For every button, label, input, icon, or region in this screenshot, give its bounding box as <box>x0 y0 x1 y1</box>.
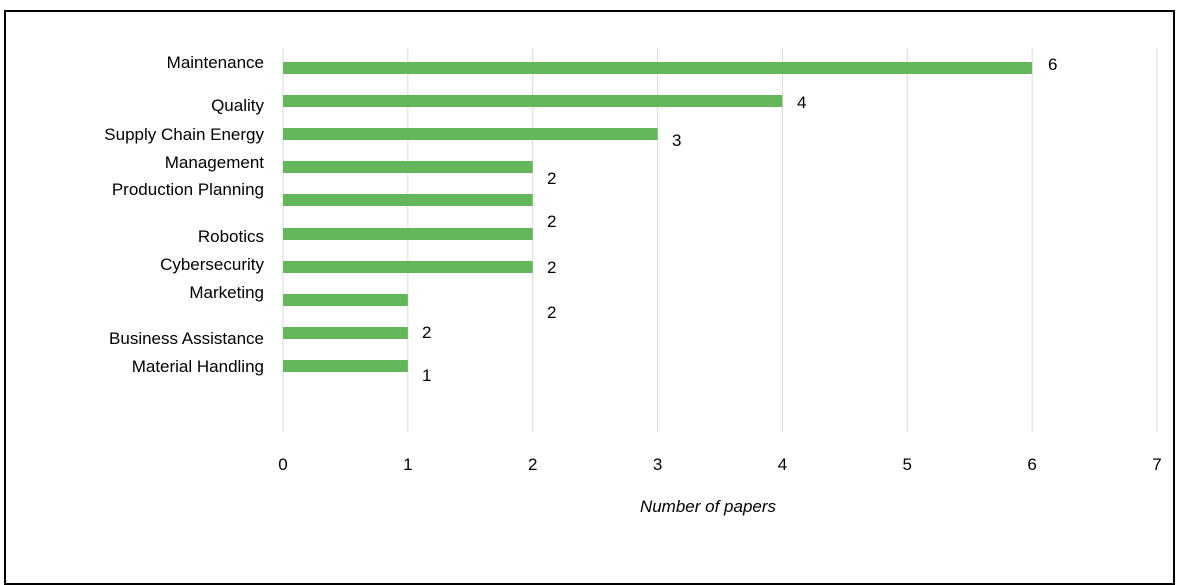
data-label: 3 <box>672 131 681 150</box>
category-label: Cybersecurity <box>160 255 264 274</box>
bar <box>283 228 533 240</box>
x-tick-label: 7 <box>1152 455 1161 474</box>
data-labels: 6 4 3 2 2 2 2 2 1 <box>422 55 1057 385</box>
bar <box>283 95 783 107</box>
category-label: Robotics <box>198 227 264 246</box>
data-label: 2 <box>422 323 431 342</box>
category-label: Management <box>165 153 265 172</box>
data-label: 2 <box>547 258 556 277</box>
category-label: Marketing <box>189 283 264 302</box>
x-axis-title: Number of papers <box>640 497 777 516</box>
bars <box>283 62 1033 372</box>
x-tick-labels: 0 1 2 3 4 5 6 7 <box>278 455 1161 474</box>
x-tick-label: 1 <box>403 455 412 474</box>
data-label: 2 <box>547 169 556 188</box>
bar <box>283 161 533 173</box>
x-tick-label: 3 <box>653 455 662 474</box>
category-label: Maintenance <box>167 53 264 72</box>
category-label: Quality <box>211 96 264 115</box>
category-label: Production Planning <box>112 180 264 199</box>
category-label: Business Assistance <box>109 329 264 348</box>
data-label: 2 <box>547 303 556 322</box>
category-labels: Maintenance Quality Supply Chain Energy Man… <box>104 53 264 376</box>
bar <box>283 261 533 273</box>
bar <box>283 62 1033 74</box>
bar <box>283 360 408 372</box>
x-tick-label: 5 <box>903 455 912 474</box>
x-tick-label: 6 <box>1027 455 1036 474</box>
category-label: Supply Chain Energy <box>104 125 264 144</box>
bar <box>283 128 658 140</box>
data-label: 2 <box>547 212 556 231</box>
bar <box>283 327 408 339</box>
x-tick-label: 2 <box>528 455 537 474</box>
x-tick-label: 0 <box>278 455 287 474</box>
data-label: 6 <box>1048 55 1057 74</box>
data-label: 4 <box>797 93 806 112</box>
category-label: Material Handling <box>132 357 264 376</box>
bar <box>283 294 408 306</box>
x-tick-label: 4 <box>778 455 787 474</box>
data-label: 1 <box>422 366 431 385</box>
bar <box>283 194 533 206</box>
